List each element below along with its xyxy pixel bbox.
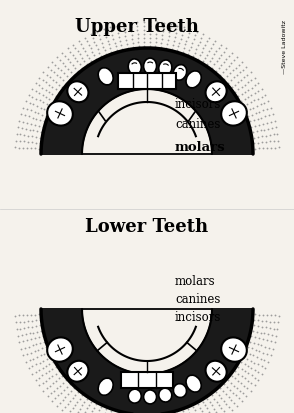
Ellipse shape — [143, 59, 157, 75]
Ellipse shape — [98, 378, 113, 395]
Text: incisors: incisors — [175, 311, 221, 324]
Ellipse shape — [47, 337, 73, 362]
Text: molars: molars — [175, 275, 216, 288]
Ellipse shape — [221, 102, 247, 126]
Text: molars: molars — [175, 141, 225, 154]
Ellipse shape — [67, 361, 88, 382]
Text: Upper Teeth: Upper Teeth — [75, 18, 199, 36]
Ellipse shape — [186, 72, 201, 89]
Ellipse shape — [206, 361, 227, 382]
Ellipse shape — [98, 69, 113, 85]
Text: canines: canines — [175, 293, 220, 306]
Text: canines: canines — [175, 118, 220, 131]
Text: Lower Teeth: Lower Teeth — [86, 218, 208, 235]
Ellipse shape — [47, 102, 73, 126]
Ellipse shape — [128, 60, 141, 76]
Ellipse shape — [159, 388, 172, 402]
Ellipse shape — [173, 384, 186, 398]
Ellipse shape — [186, 375, 201, 392]
Ellipse shape — [67, 82, 88, 103]
Text: —Steve Ladowitz: —Steve Ladowitz — [283, 20, 288, 74]
Polygon shape — [42, 50, 252, 154]
Ellipse shape — [206, 82, 227, 103]
Bar — [118, 74, 176, 90]
Ellipse shape — [173, 65, 187, 81]
Ellipse shape — [143, 390, 157, 404]
Bar — [121, 372, 173, 388]
Ellipse shape — [159, 61, 172, 77]
Ellipse shape — [128, 389, 141, 403]
Polygon shape — [42, 309, 252, 413]
Ellipse shape — [221, 337, 247, 362]
Text: incisors: incisors — [175, 98, 221, 111]
